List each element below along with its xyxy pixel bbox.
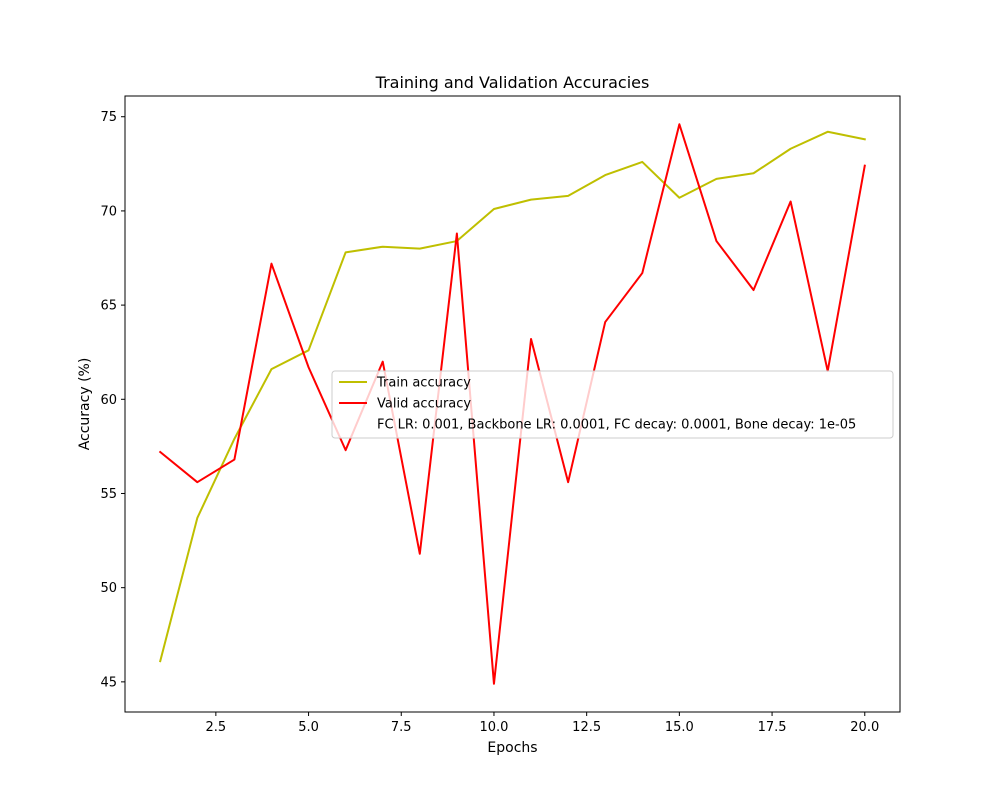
x-tick-label: 10.0 <box>479 720 508 735</box>
legend: Train accuracy Valid accuracy FC LR: 0.0… <box>331 370 894 439</box>
y-tick-label: 50 <box>100 581 117 596</box>
y-tick-label: 55 <box>100 487 117 502</box>
plot-frame <box>124 95 901 713</box>
chart-title: Training and Validation Accuracies <box>375 73 650 92</box>
y-axis-ticks: 45 50 55 60 65 70 75 <box>100 110 125 690</box>
legend-label-valid-accuracy: Valid accuracy <box>377 397 471 412</box>
y-axis-label: Accuracy (%) <box>77 358 93 451</box>
x-axis-ticks: 2.5 5.0 7.5 10.0 12.5 15.0 17.5 20.0 <box>206 712 879 735</box>
y-tick-label: 45 <box>100 675 117 690</box>
legend-label-hyperparameters: FC LR: 0.001, Backbone LR: 0.0001, FC de… <box>377 418 856 433</box>
x-tick-label: 15.0 <box>665 720 694 735</box>
series-line-train-accuracy <box>159 130 866 663</box>
y-tick-label: 75 <box>100 110 117 125</box>
legend-label-train-accuracy: Train accuracy <box>376 376 471 391</box>
x-tick-label: 5.0 <box>298 720 319 735</box>
x-tick-label: 2.5 <box>206 720 227 735</box>
series-layer <box>158 123 866 685</box>
x-axis-label: Epochs <box>487 740 537 756</box>
x-tick-label: 12.5 <box>572 720 601 735</box>
x-tick-label: 7.5 <box>391 720 412 735</box>
x-tick-label: 20.0 <box>850 720 879 735</box>
series-line-valid-accuracy <box>158 123 866 685</box>
y-tick-label: 70 <box>100 204 117 219</box>
y-tick-label: 60 <box>100 393 117 408</box>
legend-box <box>331 370 894 439</box>
x-tick-label: 17.5 <box>758 720 787 735</box>
y-tick-label: 65 <box>100 299 117 314</box>
